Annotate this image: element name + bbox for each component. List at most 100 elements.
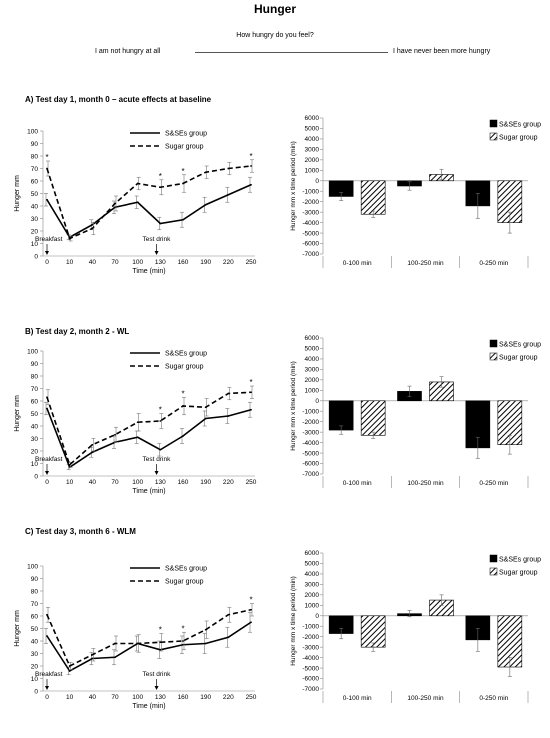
test-drink-arrowhead xyxy=(154,686,159,690)
data-point xyxy=(159,222,162,225)
test-drink-arrowhead xyxy=(154,471,159,475)
x-tick-label: 70 xyxy=(111,259,119,266)
page-title: Hunger xyxy=(254,2,296,16)
data-point xyxy=(227,193,230,196)
y-tick-label: -3000 xyxy=(302,644,319,651)
significance-asterisk: * xyxy=(159,406,162,415)
line-chart-0: 0 10 20 30 40 50 60 70 80 90 100 0 10 40 70 100 130 160 19… xyxy=(14,128,257,275)
data-point xyxy=(46,167,48,170)
x-tick-label: 40 xyxy=(89,694,97,701)
legend-swatch xyxy=(489,567,498,576)
y-tick-label: 4000 xyxy=(305,136,320,143)
x-tick-label: 130 xyxy=(155,479,166,486)
breakfast-label: Breakfast xyxy=(35,236,63,243)
line-chart-2: 0 10 20 30 40 50 60 70 80 90 100 0 10 40 70 100 130 160 19… xyxy=(14,348,257,495)
data-point xyxy=(227,415,230,417)
legend-label: Sugar group xyxy=(165,364,204,371)
vas-scale-line xyxy=(195,52,388,53)
data-point xyxy=(136,436,139,439)
x-axis-label: Time (min) xyxy=(132,268,165,275)
data-point xyxy=(91,451,94,454)
y-axis-label: Hunger mm x time period (min) xyxy=(290,141,297,231)
sses-group-bar xyxy=(465,615,491,641)
data-point xyxy=(227,167,230,170)
y-tick-label: 3000 xyxy=(305,147,320,154)
data-point xyxy=(136,201,139,204)
x-tick-label: 70 xyxy=(111,694,119,701)
y-tick-label: 90 xyxy=(31,141,39,148)
y-tick-label: 2000 xyxy=(305,157,320,164)
data-point xyxy=(68,237,71,240)
y-tick-label: 3000 xyxy=(305,367,320,374)
y-tick-label: -2000 xyxy=(302,419,319,426)
y-axis-label: Hunger mm x time period (min) xyxy=(290,576,297,666)
y-tick-label: -2000 xyxy=(302,634,319,641)
y-tick-label: 100 xyxy=(27,348,38,355)
category-label: 0-100 min xyxy=(343,695,372,702)
y-tick-label: 80 xyxy=(31,373,39,380)
significance-asterisk: * xyxy=(45,153,48,162)
sses-group-line xyxy=(46,408,252,469)
vas-scale-right-label: I have never been more hungry xyxy=(393,48,491,55)
data-point xyxy=(250,621,252,624)
y-tick-label: 0 xyxy=(315,613,319,620)
data-point xyxy=(136,642,139,645)
x-tick-label: 220 xyxy=(223,694,234,701)
y-tick-label: 3000 xyxy=(305,582,320,589)
y-tick-label: 60 xyxy=(31,178,39,185)
test-drink-arrowhead xyxy=(154,251,159,255)
data-point xyxy=(91,443,94,446)
x-tick-label: 130 xyxy=(155,259,166,266)
data-point xyxy=(159,420,162,422)
legend-label: Sugar group xyxy=(165,579,204,586)
data-point xyxy=(250,391,252,394)
sses-group-bar xyxy=(328,400,354,431)
data-point xyxy=(182,643,184,646)
legend-label: Sugar group xyxy=(165,144,204,151)
y-tick-label: 70 xyxy=(31,166,39,173)
y-tick-label: 40 xyxy=(31,203,39,210)
data-point xyxy=(182,405,184,407)
x-tick-label: 160 xyxy=(178,694,189,701)
legend-label: S&SEs group xyxy=(499,122,541,129)
significance-asterisk: * xyxy=(249,378,252,387)
significance-asterisk: * xyxy=(181,389,184,398)
y-tick-label: 2000 xyxy=(305,377,320,384)
y-tick-label: 0 xyxy=(34,688,38,695)
y-tick-label: 0 xyxy=(34,473,38,480)
x-tick-label: 10 xyxy=(66,259,74,266)
breakfast-arrowhead xyxy=(45,686,49,690)
significance-asterisk: * xyxy=(181,624,184,633)
data-point xyxy=(250,608,252,611)
x-tick-label: 250 xyxy=(246,259,257,266)
significance-asterisk: * xyxy=(159,626,162,635)
x-tick-label: 250 xyxy=(246,694,257,701)
x-tick-label: 0 xyxy=(45,479,49,486)
y-tick-label: 50 xyxy=(31,191,39,198)
x-tick-label: 130 xyxy=(155,694,166,701)
category-label: 0-250 min xyxy=(479,695,508,702)
legend-label: S&SEs group xyxy=(165,566,207,573)
significance-asterisk: * xyxy=(181,167,184,176)
y-tick-label: 60 xyxy=(31,398,39,405)
y-tick-label: 5000 xyxy=(305,561,320,568)
data-point xyxy=(91,223,94,226)
breakfast-label: Breakfast xyxy=(35,456,63,463)
category-label: 0-100 min xyxy=(343,260,372,267)
x-tick-label: 220 xyxy=(223,479,234,486)
x-tick-label: 160 xyxy=(178,479,189,486)
x-tick-label: 220 xyxy=(223,259,234,266)
sugar-group-bar xyxy=(360,400,386,436)
y-tick-label: 80 xyxy=(31,588,39,595)
x-tick-label: 190 xyxy=(200,259,211,266)
legend-swatch xyxy=(489,352,498,361)
x-tick-label: 250 xyxy=(246,479,257,486)
y-tick-label: 0 xyxy=(34,253,38,260)
y-tick-label: 20 xyxy=(31,663,39,670)
y-tick-label: -5000 xyxy=(302,230,319,237)
y-tick-label: -4000 xyxy=(302,655,319,662)
x-tick-label: 100 xyxy=(132,259,143,266)
data-point xyxy=(250,165,252,167)
y-tick-label: 4000 xyxy=(305,356,320,363)
data-point xyxy=(46,407,48,410)
